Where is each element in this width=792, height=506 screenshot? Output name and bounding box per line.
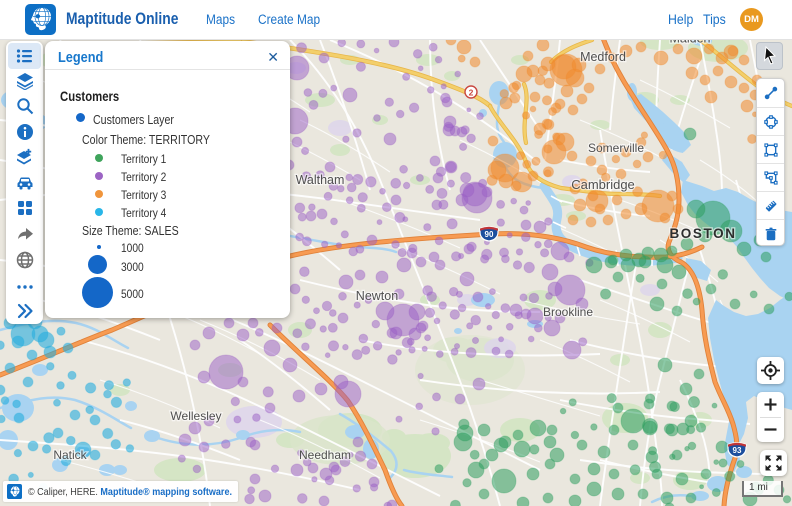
svg-text:Malden: Malden: [670, 40, 711, 46]
svg-text:2: 2: [469, 88, 474, 98]
svg-text:Needham: Needham: [299, 448, 351, 462]
svg-text:BOSTON: BOSTON: [669, 226, 736, 241]
svg-text:Brookline: Brookline: [543, 305, 593, 319]
svg-text:90: 90: [485, 230, 494, 239]
svg-text:Cambridge: Cambridge: [571, 177, 635, 192]
svg-text:93: 93: [733, 446, 742, 455]
svg-text:Somerville: Somerville: [588, 141, 644, 155]
svg-text:Medford: Medford: [580, 50, 626, 64]
svg-text:Waltham: Waltham: [296, 173, 345, 187]
svg-text:Natick: Natick: [53, 448, 87, 462]
svg-text:Newton: Newton: [356, 289, 398, 303]
svg-text:Wellesley: Wellesley: [170, 409, 221, 423]
